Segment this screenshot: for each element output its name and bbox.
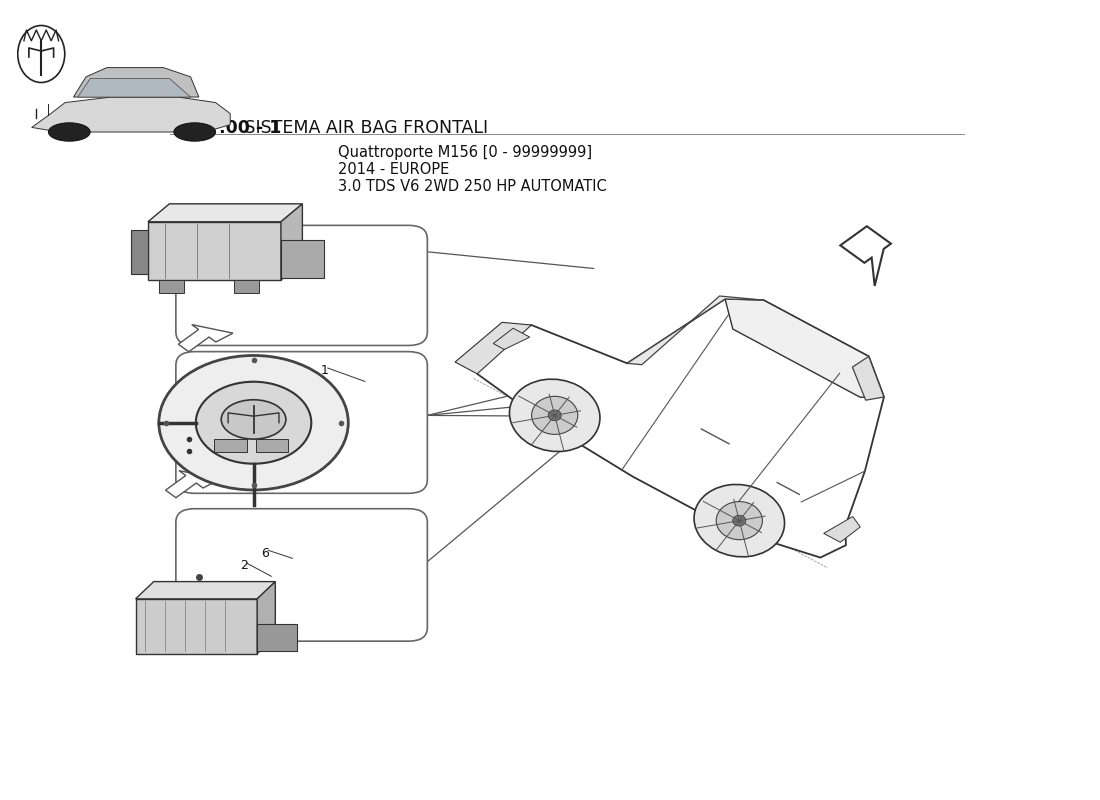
Circle shape — [48, 122, 90, 141]
Ellipse shape — [733, 515, 746, 526]
Text: 4: 4 — [235, 398, 243, 411]
FancyBboxPatch shape — [176, 509, 427, 641]
Polygon shape — [32, 97, 230, 132]
Text: 2: 2 — [240, 559, 248, 572]
Text: 2014 - EUROPE: 2014 - EUROPE — [338, 162, 449, 177]
Ellipse shape — [221, 400, 286, 439]
Bar — [131, 230, 147, 274]
Ellipse shape — [548, 410, 561, 421]
Polygon shape — [78, 78, 190, 97]
Text: 07.00 - 1: 07.00 - 1 — [196, 119, 282, 138]
Bar — [257, 624, 297, 650]
Ellipse shape — [716, 502, 762, 540]
Text: 3: 3 — [270, 234, 277, 248]
Ellipse shape — [531, 396, 578, 434]
Polygon shape — [178, 325, 233, 352]
Polygon shape — [165, 470, 220, 498]
Text: 6: 6 — [261, 547, 270, 560]
Polygon shape — [257, 582, 275, 654]
Polygon shape — [147, 204, 302, 222]
FancyBboxPatch shape — [176, 226, 427, 346]
Polygon shape — [162, 622, 216, 650]
Polygon shape — [840, 226, 891, 286]
Polygon shape — [135, 582, 275, 599]
Polygon shape — [147, 222, 280, 280]
Polygon shape — [852, 356, 884, 400]
FancyBboxPatch shape — [176, 352, 427, 494]
Polygon shape — [135, 599, 257, 654]
Text: Quattroporte M156 [0 - 99999999]: Quattroporte M156 [0 - 99999999] — [338, 146, 592, 160]
Polygon shape — [74, 68, 199, 97]
Polygon shape — [493, 328, 530, 350]
Text: 3.0 TDS V6 2WD 250 HP AUTOMATIC: 3.0 TDS V6 2WD 250 HP AUTOMATIC — [338, 178, 606, 194]
Polygon shape — [455, 322, 531, 374]
Polygon shape — [280, 204, 302, 280]
Ellipse shape — [509, 379, 600, 451]
Ellipse shape — [694, 485, 784, 557]
Circle shape — [174, 122, 216, 141]
Bar — [233, 280, 260, 294]
Bar — [256, 439, 288, 452]
Text: 1: 1 — [321, 364, 329, 377]
Text: SISTEMA AIR BAG FRONTALI: SISTEMA AIR BAG FRONTALI — [196, 119, 488, 138]
Text: 5: 5 — [201, 398, 209, 411]
Polygon shape — [824, 517, 860, 542]
Bar — [158, 280, 185, 294]
Ellipse shape — [196, 382, 311, 464]
Bar — [280, 240, 323, 278]
Polygon shape — [627, 296, 763, 365]
Bar — [214, 439, 246, 452]
Polygon shape — [473, 299, 884, 558]
Polygon shape — [725, 299, 884, 398]
Ellipse shape — [158, 355, 349, 490]
